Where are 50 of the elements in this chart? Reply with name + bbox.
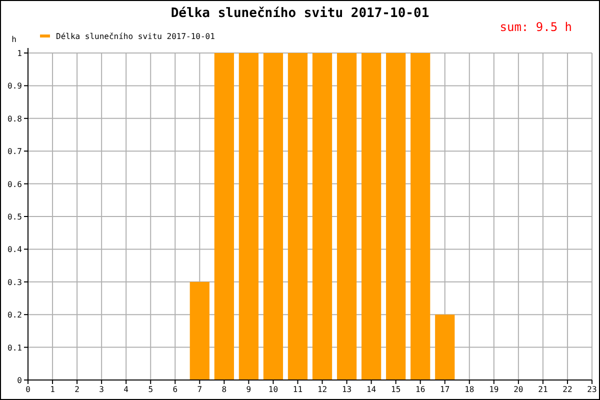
x-tick-label: 18 xyxy=(464,385,474,394)
x-tick-label: 2 xyxy=(74,385,80,394)
y-tick-label: 0.9 xyxy=(8,82,22,91)
x-tick-label: 20 xyxy=(514,385,524,394)
bar xyxy=(336,53,357,380)
bar xyxy=(288,53,308,380)
x-tick-label: 14 xyxy=(366,385,376,394)
y-tick-label: 0.2 xyxy=(8,310,22,320)
x-tick-label: 10 xyxy=(268,385,278,394)
x-tick-label: 3 xyxy=(99,385,104,394)
y-tick-label: 1 xyxy=(17,49,22,58)
x-tick-label: 22 xyxy=(562,385,572,394)
x-tick-label: 11 xyxy=(292,385,303,394)
bar xyxy=(361,53,382,380)
x-tick-label: 16 xyxy=(416,385,426,394)
x-tick-label: 13 xyxy=(342,385,352,394)
x-tick-label: 17 xyxy=(440,385,450,394)
chart-title: Délka slunečního svitu 2017-10-01 xyxy=(170,6,430,21)
y-tick-label: 0.3 xyxy=(8,278,22,287)
x-tick-label: 0 xyxy=(26,385,31,394)
bar xyxy=(238,53,259,380)
y-tick-label: 0.8 xyxy=(8,114,22,124)
x-tick-label: 15 xyxy=(391,385,401,394)
x-tick-label: 19 xyxy=(489,385,499,394)
x-tick-label: 21 xyxy=(538,385,548,394)
text: sum: 9.5 h xyxy=(500,20,572,34)
bar xyxy=(410,53,430,380)
x-tick-label: 9 xyxy=(246,385,252,394)
x-tick-label: 23 xyxy=(587,385,597,394)
bar xyxy=(386,53,406,380)
x-tick-label: 6 xyxy=(172,385,178,394)
y-tick-label: 0.6 xyxy=(8,180,22,189)
x-tick-label: 12 xyxy=(317,385,328,394)
legend-label: Délka slunečního svitu 2017-10-01 xyxy=(56,32,216,41)
y-tick-label: 0.7 xyxy=(8,147,22,156)
y-tick-label: 0.5 xyxy=(8,212,22,222)
y-tick-label: 0.1 xyxy=(8,343,22,352)
bar xyxy=(214,53,234,380)
x-tick-label: 4 xyxy=(124,385,129,394)
bar xyxy=(190,282,210,380)
y-tick-label: 0.4 xyxy=(8,245,22,254)
y-axis-title: h xyxy=(12,35,17,44)
x-tick-label: 1 xyxy=(50,385,56,394)
bar xyxy=(312,53,332,380)
bar xyxy=(435,314,455,380)
y-tick-label: 0 xyxy=(17,376,22,385)
x-tick-label: 5 xyxy=(148,385,154,394)
x-tick-label: 8 xyxy=(222,385,227,394)
bar xyxy=(263,53,284,380)
x-tick-label: 7 xyxy=(197,385,202,394)
